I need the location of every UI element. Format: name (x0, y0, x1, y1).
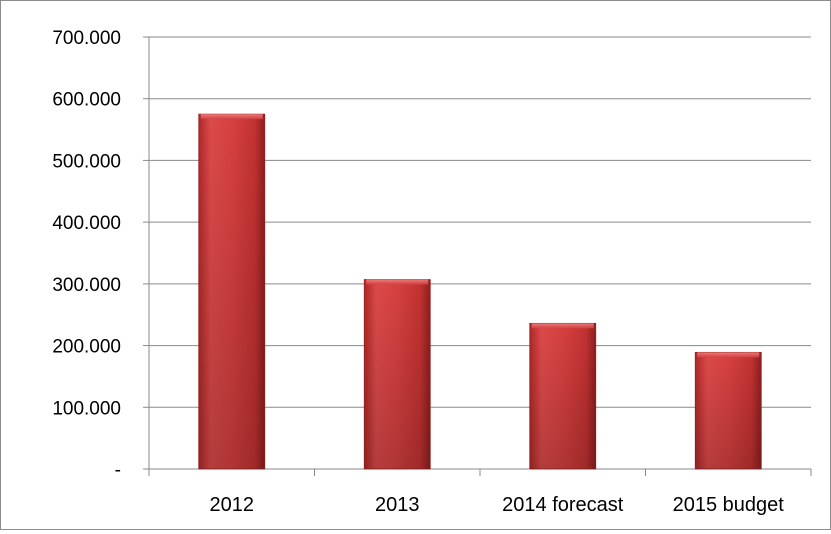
x-tick-label: 2014 forecast (502, 494, 624, 516)
y-tick-label: 100.000 (52, 398, 121, 419)
bar-shade (695, 352, 762, 469)
y-tick-label: - (115, 460, 121, 481)
bar-cap (366, 279, 429, 285)
bar-shade (364, 279, 431, 469)
x-tick-label: 2015 budget (673, 494, 785, 516)
x-tick-label: 2013 (375, 494, 420, 516)
bar-2013 (363, 279, 431, 470)
bars (198, 113, 762, 470)
tick-labels: - 100.000 200.000 300.000 400.000 500.000 600.… (52, 28, 784, 516)
bar-shade (198, 114, 265, 470)
bar-2014-forecast (529, 322, 597, 470)
x-tick-label: 2012 (210, 494, 255, 516)
bar-2015-budget (694, 351, 762, 470)
y-tick-label: 700.000 (52, 28, 121, 49)
y-tick-label: 500.000 (52, 151, 121, 172)
y-tick-label: 600.000 (52, 90, 121, 111)
bar-cap (531, 323, 594, 329)
y-tick-label: 200.000 (52, 337, 121, 358)
bar-cap (200, 114, 263, 120)
bar-2012 (198, 113, 266, 470)
y-tick-label: 400.000 (52, 213, 121, 234)
bar-cap (697, 352, 760, 358)
bar-shade (529, 323, 596, 469)
y-tick-label: 300.000 (52, 275, 121, 296)
